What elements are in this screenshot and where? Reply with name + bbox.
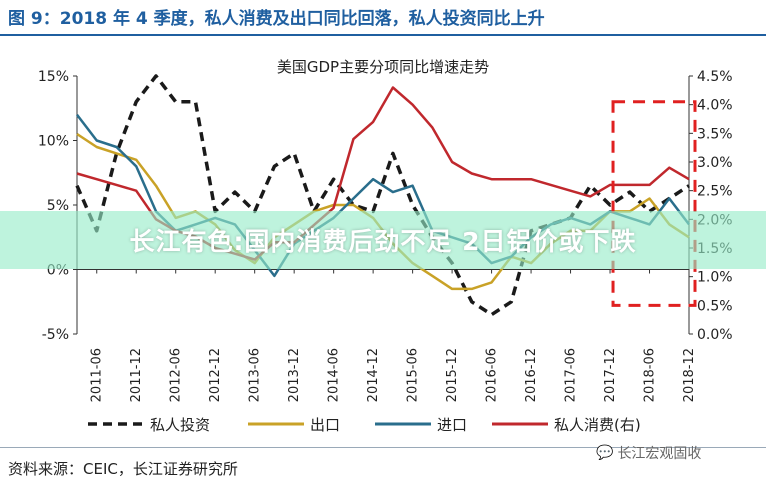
banner-text: 长江有色:国内消费后劲不足 2日铝价或下跌 (129, 227, 637, 256)
x-tick-label: 2018-12 (682, 348, 697, 402)
y-right-tick-label: 0.5% (697, 298, 733, 314)
x-tick-label: 2012-12 (208, 348, 223, 402)
source-divider (0, 447, 766, 448)
x-tick-label: 2011-12 (129, 348, 144, 402)
y-right-tick-label: 1.0% (697, 270, 733, 286)
y-right-tick-label: 2.5% (697, 184, 733, 200)
wechat-icon: 💬 (596, 445, 614, 461)
x-tick-label: 2013-12 (287, 348, 302, 402)
x-tick-label: 2014-12 (366, 348, 381, 402)
y-right-tick-label: 4.0% (697, 98, 733, 114)
watermark-text: 长江宏观固收 (617, 446, 702, 462)
chart-title: 美国GDP主要分项同比增速走势 (277, 58, 489, 76)
y-right-tick-label: 0.0% (697, 327, 733, 343)
x-tick-label: 2017-06 (564, 348, 579, 402)
legend-label-3: 私人消费(右) (554, 416, 641, 434)
y-left-tick-label: 10% (38, 134, 69, 150)
x-tick-label: 2018-06 (643, 348, 658, 402)
y-left-tick-label: 5% (47, 198, 69, 214)
x-tick-label: 2015-06 (406, 348, 421, 402)
x-tick-label: 2016-06 (485, 348, 500, 402)
title-divider (0, 34, 766, 36)
series-line-0 (75, 74, 690, 317)
y-right-tick-label: 4.5% (697, 69, 733, 85)
x-tick-label: 2011-06 (90, 348, 105, 402)
legend-label-0: 私人投资 (150, 416, 210, 434)
x-tick-label: 2017-12 (603, 348, 618, 402)
highlight-box (611, 100, 697, 307)
watermark: 💬 长江宏观固收 (596, 443, 701, 463)
x-tick-label: 2012-06 (169, 348, 184, 402)
y-right-tick-label: 3.5% (697, 126, 733, 142)
legend-label-2: 进口 (437, 416, 467, 434)
y-left-tick-label: 15% (38, 69, 69, 85)
y-left-tick-label: -5% (42, 327, 69, 343)
y-right-tick-label: 3.0% (697, 155, 733, 171)
x-tick-label: 2015-12 (445, 348, 460, 402)
figure-title: 图 9：2018 年 4 季度，私人消费及出口同比回落，私人投资同比上升 (8, 9, 545, 29)
legend-label-1: 出口 (310, 416, 340, 434)
source-note: 资料来源：CEIC，长江证券研究所 (8, 460, 238, 478)
x-tick-label: 2014-06 (327, 348, 342, 402)
x-tick-label: 2016-12 (524, 348, 539, 402)
x-tick-label: 2013-06 (248, 348, 263, 402)
overlay-banner: 长江有色:国内消费后劲不足 2日铝价或下跌 (0, 211, 766, 269)
